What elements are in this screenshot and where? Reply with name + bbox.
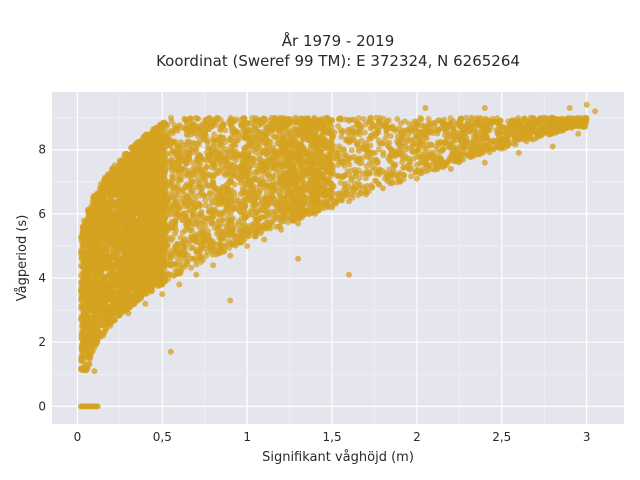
data-point <box>386 139 393 146</box>
data-point <box>211 131 218 138</box>
data-point <box>344 192 351 199</box>
data-point <box>348 147 355 154</box>
data-point <box>250 176 257 183</box>
data-point <box>406 160 413 167</box>
data-point <box>252 226 259 233</box>
data-point <box>559 115 566 122</box>
data-point <box>359 155 366 162</box>
data-point <box>261 137 268 144</box>
data-point <box>167 252 173 259</box>
data-point <box>444 134 451 141</box>
data-point <box>408 173 415 180</box>
data-point <box>355 115 362 122</box>
data-point <box>355 148 362 154</box>
data-point <box>425 115 432 122</box>
data-point <box>200 242 207 249</box>
data-point <box>375 146 382 153</box>
data-point <box>382 135 389 142</box>
data-point <box>266 138 273 144</box>
data-point <box>193 221 200 227</box>
data-point <box>360 116 367 122</box>
data-point <box>188 264 195 271</box>
data-point <box>206 190 213 197</box>
data-point <box>210 198 217 205</box>
data-point <box>362 175 369 182</box>
data-point <box>337 179 344 186</box>
data-point <box>415 146 422 153</box>
data-point <box>192 255 199 262</box>
data-point <box>387 133 394 140</box>
data-point <box>272 214 279 221</box>
data-point <box>356 160 363 166</box>
data-point <box>376 181 383 188</box>
data-point <box>225 209 232 216</box>
data-point <box>120 156 127 163</box>
data-point <box>258 195 265 202</box>
data-point <box>183 193 190 199</box>
data-point <box>222 139 229 145</box>
data-point <box>257 203 264 209</box>
data-point <box>361 129 368 136</box>
data-point <box>247 162 254 169</box>
data-point <box>367 125 374 132</box>
scatter-points <box>77 101 599 410</box>
data-point <box>413 161 420 168</box>
data-point <box>363 163 370 170</box>
data-point <box>386 166 393 173</box>
data-point <box>188 178 195 185</box>
data-point <box>460 156 467 163</box>
data-point <box>208 220 215 227</box>
data-point <box>239 185 246 192</box>
data-point <box>355 192 362 199</box>
data-point <box>174 182 181 188</box>
data-point <box>171 230 178 237</box>
data-point <box>237 191 244 198</box>
data-point <box>338 133 345 140</box>
data-point <box>196 159 203 166</box>
data-point <box>189 159 196 166</box>
data-point <box>341 147 347 154</box>
data-point <box>321 145 328 152</box>
data-point <box>268 114 275 121</box>
data-point <box>219 123 226 130</box>
